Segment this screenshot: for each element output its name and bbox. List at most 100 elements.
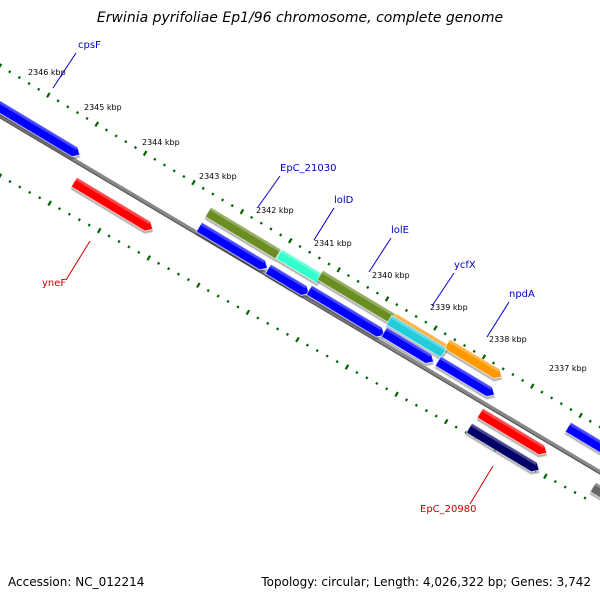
minor-tick [27,81,31,86]
forward-gene-a-highlight [200,222,266,263]
edge-forward-gene-highlight [569,422,600,451]
label-leader-line [65,240,91,281]
major-tick [142,150,148,157]
minor-tick [550,396,554,400]
minor-tick [279,233,283,237]
minor-tick [162,163,167,167]
EpC-20980-gene [476,407,548,456]
minor-tick [327,262,331,266]
label-leader-line [313,207,335,241]
minor-tick [588,419,592,423]
forward-gene-c-highlight [310,285,383,331]
minor-tick [453,338,457,342]
cpsF-gene-highlight [0,78,78,150]
minor-tick [216,294,220,298]
minor-tick [540,390,544,394]
minor-tick [335,360,339,364]
minor-tick [56,99,60,103]
minor-tick [298,244,302,249]
minor-tick [256,316,260,320]
minor-tick [137,250,141,254]
minor-tick [37,87,41,91]
scale-label: 2346 kbp [28,68,66,77]
cyan-feature-body [385,314,448,359]
forward-gene-e-highlight [439,356,493,390]
cyan-feature-highlight [390,315,447,351]
minor-tick [501,367,505,371]
forward-gene-b-highlight [269,264,307,289]
minor-tick [127,245,131,249]
major-tick [94,121,100,127]
minor-tick [66,105,70,109]
minor-tick [365,376,369,380]
feature-track [0,77,600,508]
forward-gene-a [195,221,268,271]
minor-tick [366,285,370,289]
forward-gene-d-body [380,326,435,364]
minor-tick [186,278,190,282]
minor-tick [375,381,379,385]
minor-tick [305,343,309,347]
edge-forward-gene-body [564,421,600,458]
minor-tick [276,327,280,331]
yneF-gene [70,176,154,232]
minor-tick [236,305,240,309]
backbone-edge [0,117,600,475]
lolD-feature-highlight [280,249,323,277]
minor-tick [230,204,234,208]
major-tick [344,364,350,370]
minor-tick [395,303,399,307]
minor-tick [157,261,161,265]
gene-label: ycfX [454,260,476,271]
major-tick [578,412,583,419]
minor-tick [8,179,12,184]
gene-label: cpsF [78,40,101,51]
minor-tick [57,207,62,211]
scale-label: 2338 kbp [489,335,527,344]
forward-gene-b [264,263,310,296]
EpC-21030-feature-body [204,206,282,260]
major-tick [196,282,201,288]
minor-tick [443,332,447,336]
chromosome-backbone [0,113,600,475]
major-tick [239,208,245,215]
forward-gene-d-highlight [385,327,432,357]
minor-tick [221,198,225,202]
major-tick [394,391,399,398]
minor-tick [77,218,81,222]
gene-label: EpC_21030 [280,163,336,174]
label-leader-line [368,237,392,273]
cpsF-gene-body [0,77,81,158]
edge-forward-gene [564,421,600,458]
minor-tick [308,250,312,254]
minor-tick [172,169,176,173]
minor-tick [250,215,254,219]
gene-label: yneF [42,278,66,289]
minor-tick [85,116,89,120]
minor-tick [107,234,111,238]
forward-gene-e-body [434,355,495,397]
major-tick [543,473,548,480]
major-tick [288,237,293,244]
minor-tick [424,409,428,413]
label-leader-line [52,52,77,89]
minor-tick [153,157,157,161]
minor-tick [117,239,121,244]
minor-tick [346,274,350,278]
dark-gene [465,422,540,473]
gene-label: EpC_20980 [420,504,476,515]
minor-tick [226,299,230,304]
minor-tick [211,192,215,196]
major-tick [529,383,535,389]
minor-tick [28,190,32,195]
minor-tick [315,349,319,353]
gene-label: npdA [509,289,535,300]
scale-label: 2344 kbp [142,138,180,147]
scale-label: 2337 kbp [549,364,587,373]
label-leader-line [469,465,494,505]
minor-tick [491,361,496,365]
outer-tick-track [0,63,600,429]
minor-tick [583,496,587,500]
yneF-gene-body [70,176,154,232]
